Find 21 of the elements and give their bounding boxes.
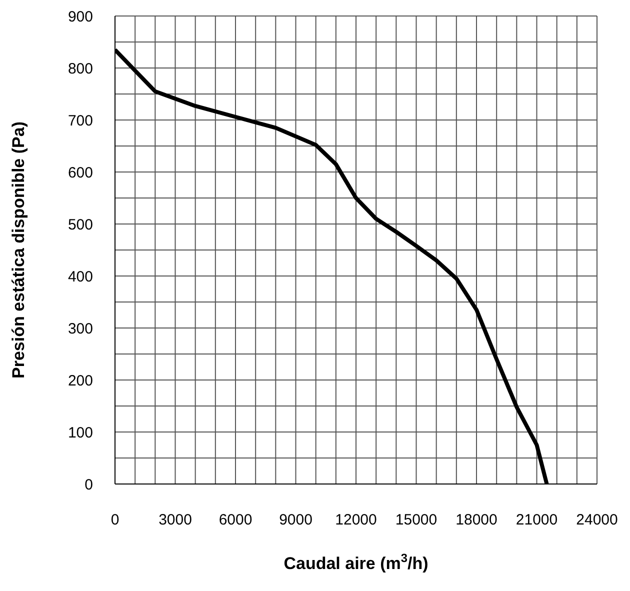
y-axis-title: Presión estática disponible (Pa) — [9, 122, 28, 378]
y-tick-label: 200 — [68, 372, 93, 390]
y-tick-label: 300 — [68, 320, 93, 338]
x-axis-title: Caudal aire (m$^{3}$/h) — [284, 551, 428, 573]
x-tick-label: 3000 — [158, 512, 192, 529]
x-tick-label: 21000 — [516, 512, 558, 529]
x-tick-label: 12000 — [335, 512, 377, 529]
x-tick-label: 18000 — [456, 512, 498, 529]
y-tick-label: 500 — [68, 216, 93, 234]
x-tick-label: 6000 — [218, 512, 252, 529]
y-tick-label: 100 — [68, 424, 93, 442]
x-tick-label: 9000 — [279, 512, 312, 529]
x-tick-label: 24000 — [576, 512, 618, 529]
x-tick-label: 15000 — [395, 512, 438, 529]
x-tick-label: 0 — [110, 512, 120, 529]
y-tick-label: 400 — [68, 268, 93, 286]
y-tick-label: 900 — [68, 8, 93, 26]
y-tick-label: 0 — [84, 476, 93, 494]
y-tick-label: 700 — [68, 112, 93, 130]
y-tick-label: 800 — [68, 60, 93, 78]
y-tick-label: 600 — [68, 164, 93, 182]
